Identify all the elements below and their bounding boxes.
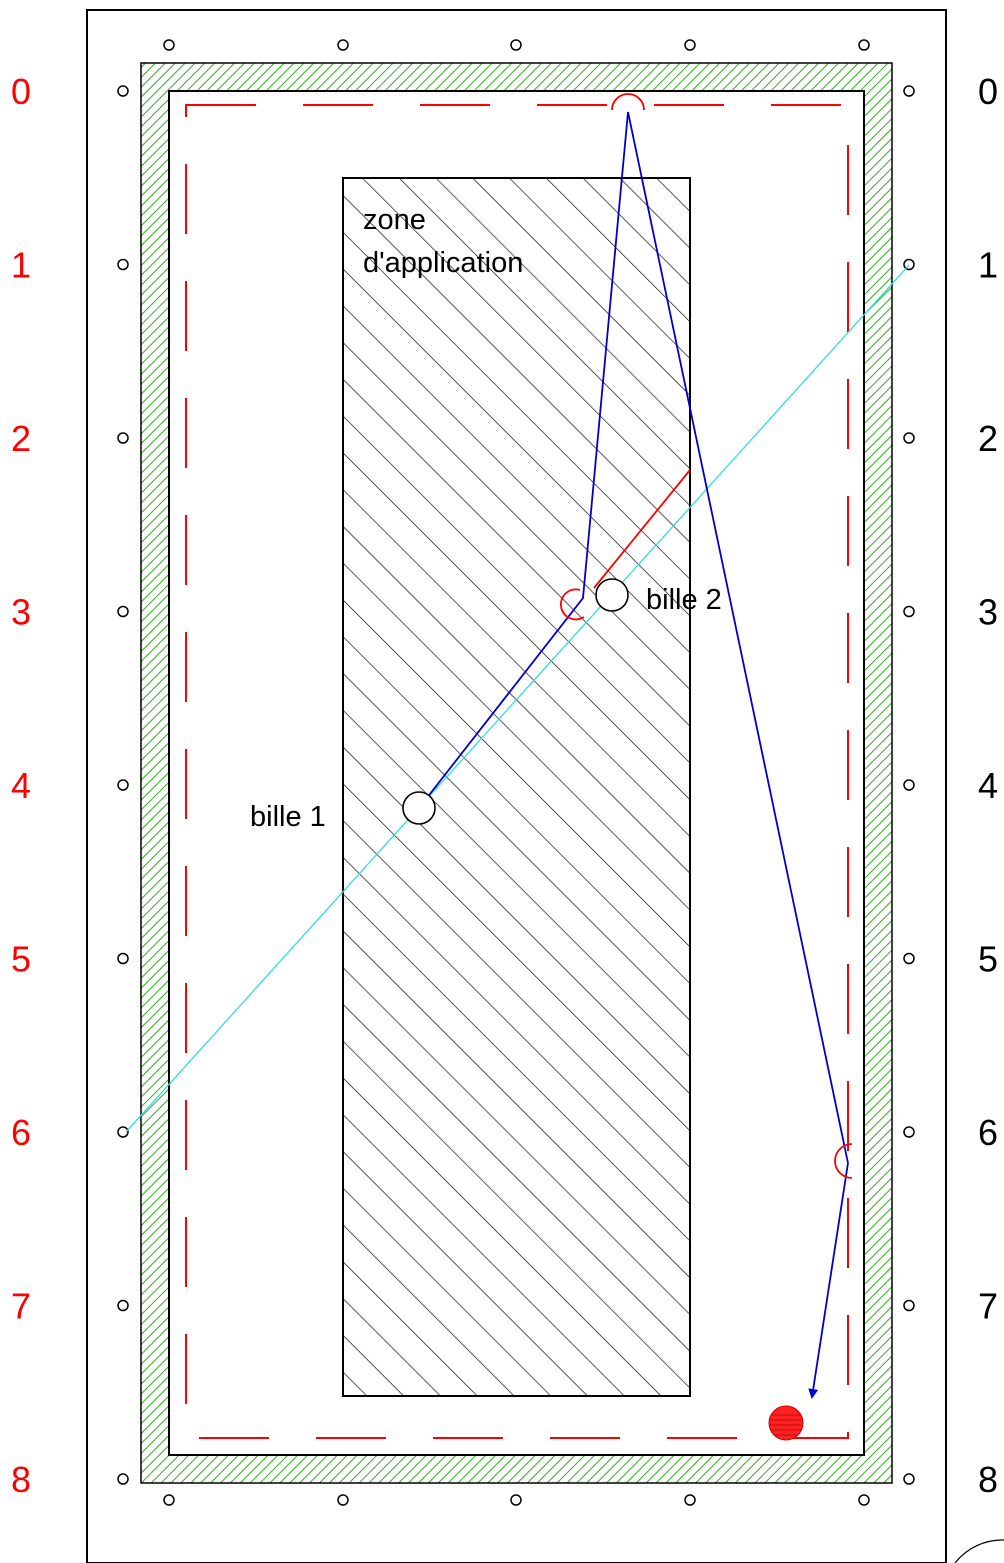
right-row-label: 7: [978, 1286, 998, 1327]
contact-arc-rail: [834, 1143, 853, 1179]
diamond-marker: [163, 39, 175, 51]
diamond-marker: [117, 258, 129, 271]
right-row-labels: 0 1 2 3 4 5 6 7 8: [978, 71, 998, 1500]
diamond-marker: [337, 39, 349, 51]
left-row-label: 1: [11, 245, 31, 286]
left-row-label: 6: [11, 1112, 31, 1153]
right-row-label: 2: [978, 418, 998, 459]
diamond-marker: [117, 1126, 129, 1138]
zone-label-line1: zone: [363, 204, 426, 236]
ball-1: [402, 791, 436, 825]
right-row-label: 5: [978, 939, 998, 980]
diamond-marker: [163, 1494, 175, 1506]
diamond-markers: [117, 39, 915, 1506]
contact-arc-ball2: [559, 588, 585, 621]
ball-2: [595, 578, 629, 612]
ball2-label: bille 2: [646, 584, 722, 616]
zone-label-line2: d'application: [363, 247, 523, 279]
cue-ball-path-end: [808, 1162, 849, 1399]
ball1-label: bille 1: [250, 801, 326, 833]
red-ball-shading: [770, 1414, 802, 1436]
diamond-marker: [903, 1126, 915, 1138]
diamond-marker: [117, 85, 129, 97]
dashed-boundary-line: [185, 104, 849, 1439]
diamond-marker: [510, 39, 522, 51]
diamond-marker: [903, 432, 915, 444]
right-row-label: 3: [978, 592, 998, 633]
left-row-label: 7: [11, 1286, 31, 1327]
diamond-marker: [117, 1473, 129, 1485]
diamond-marker: [903, 779, 915, 791]
left-row-labels: 0 1 2 3 4 5 6 7 8: [11, 71, 31, 1500]
diamond-marker: [117, 605, 129, 618]
diamond-marker: [858, 1494, 870, 1506]
diamond-marker: [117, 432, 129, 444]
left-row-label: 8: [11, 1459, 31, 1500]
right-row-label: 8: [978, 1459, 998, 1500]
diamond-marker: [684, 39, 696, 51]
diamond-marker: [684, 1494, 696, 1506]
right-row-label: 6: [978, 1112, 998, 1153]
aim-line: [125, 264, 910, 1133]
corner-arc: [954, 1539, 1004, 1563]
ball2-path: [593, 469, 691, 589]
diamond-marker: [903, 1299, 915, 1312]
left-row-label: 2: [11, 418, 31, 459]
right-row-label: 1: [978, 245, 998, 286]
diamond-marker: [903, 1473, 915, 1485]
diamond-marker: [510, 1494, 522, 1506]
contact-arc-top: [611, 93, 645, 111]
left-row-label: 0: [11, 71, 31, 112]
left-row-label: 5: [11, 939, 31, 980]
diamond-marker: [337, 1494, 349, 1506]
table-frame: [86, 9, 947, 1563]
diamond-marker: [117, 952, 129, 965]
right-row-label: 4: [978, 765, 998, 806]
diamond-marker: [858, 39, 870, 51]
diamond-marker: [117, 1299, 129, 1312]
diamond-marker: [903, 952, 915, 965]
diamond-marker: [903, 605, 915, 618]
right-row-label: 0: [978, 71, 998, 112]
application-zone: [342, 177, 691, 1397]
cue-ball-path: [418, 111, 849, 1164]
diamond-marker: [903, 85, 915, 97]
diamond-marker: [117, 779, 129, 791]
left-row-label: 3: [11, 592, 31, 633]
left-row-label: 4: [11, 765, 31, 806]
